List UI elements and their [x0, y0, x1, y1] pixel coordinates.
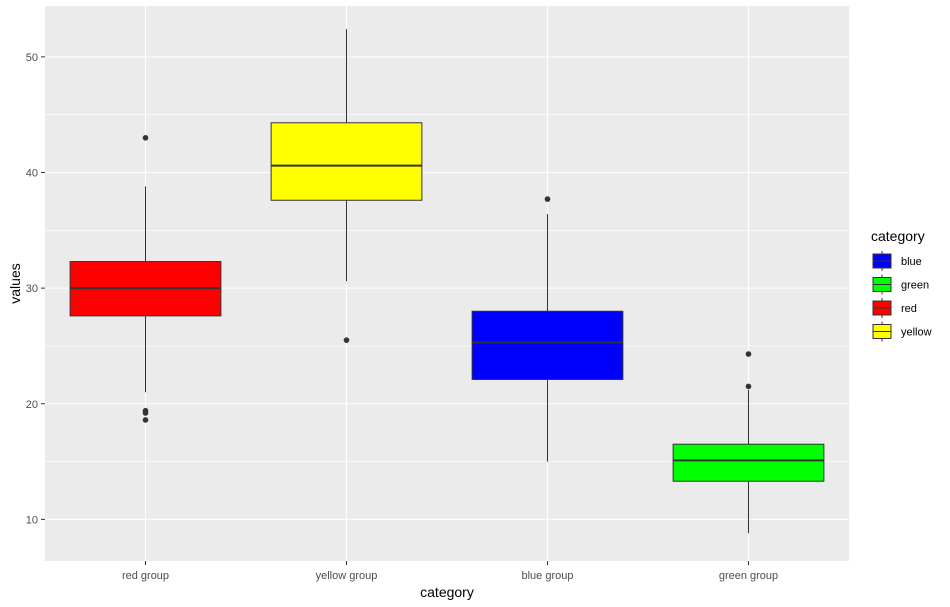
legend-item-yellow: yellow: [872, 321, 932, 342]
legend-label: red: [901, 303, 917, 315]
box-green: [672, 389, 825, 534]
boxes: [69, 29, 825, 534]
x-axis-ticks: red group yellow group blue group green gro…: [122, 561, 778, 582]
y-tick-label: 40: [26, 168, 38, 180]
box-body: [471, 310, 624, 380]
box-yellow: [270, 29, 423, 282]
legend: category blue green red yellow: [871, 228, 932, 342]
y-axis-title: values: [7, 263, 23, 303]
y-tick-label: 10: [26, 514, 38, 526]
x-tick-label: yellow group: [316, 570, 378, 582]
legend-items: blue green red yellow: [872, 251, 932, 342]
outlier-point: [745, 351, 752, 357]
outlier-point: [142, 410, 149, 416]
x-tick-label: green group: [719, 570, 778, 582]
x-tick-label: blue group: [522, 570, 574, 582]
legend-item-red: red: [872, 298, 917, 318]
outlier-point: [142, 135, 149, 141]
y-axis-ticks: 10 20 30 40 50: [26, 52, 45, 526]
box-red: [69, 186, 222, 393]
outlier-point: [142, 417, 149, 423]
box-body: [672, 443, 825, 482]
legend-label: blue: [901, 256, 922, 268]
x-axis-title: category: [420, 584, 474, 600]
legend-title: category: [871, 228, 925, 244]
outlier-point: [544, 196, 551, 202]
box-body: [270, 122, 423, 201]
y-tick-label: 20: [26, 399, 38, 411]
legend-item-blue: blue: [872, 251, 922, 271]
outlier-point: [745, 383, 752, 390]
legend-label: green: [901, 280, 929, 292]
legend-item-green: green: [872, 274, 929, 295]
y-tick-label: 50: [26, 52, 38, 64]
legend-label: yellow: [901, 327, 932, 339]
outlier-point: [343, 337, 350, 343]
box-blue: [471, 214, 624, 462]
x-tick-label: red group: [122, 570, 169, 582]
outliers: [142, 135, 752, 423]
y-tick-label: 30: [26, 283, 38, 295]
